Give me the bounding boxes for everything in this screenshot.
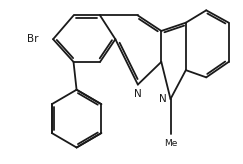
Text: Me: Me	[164, 139, 177, 148]
Text: Br: Br	[27, 34, 39, 44]
Text: N: N	[134, 89, 142, 99]
Text: N: N	[159, 94, 166, 104]
